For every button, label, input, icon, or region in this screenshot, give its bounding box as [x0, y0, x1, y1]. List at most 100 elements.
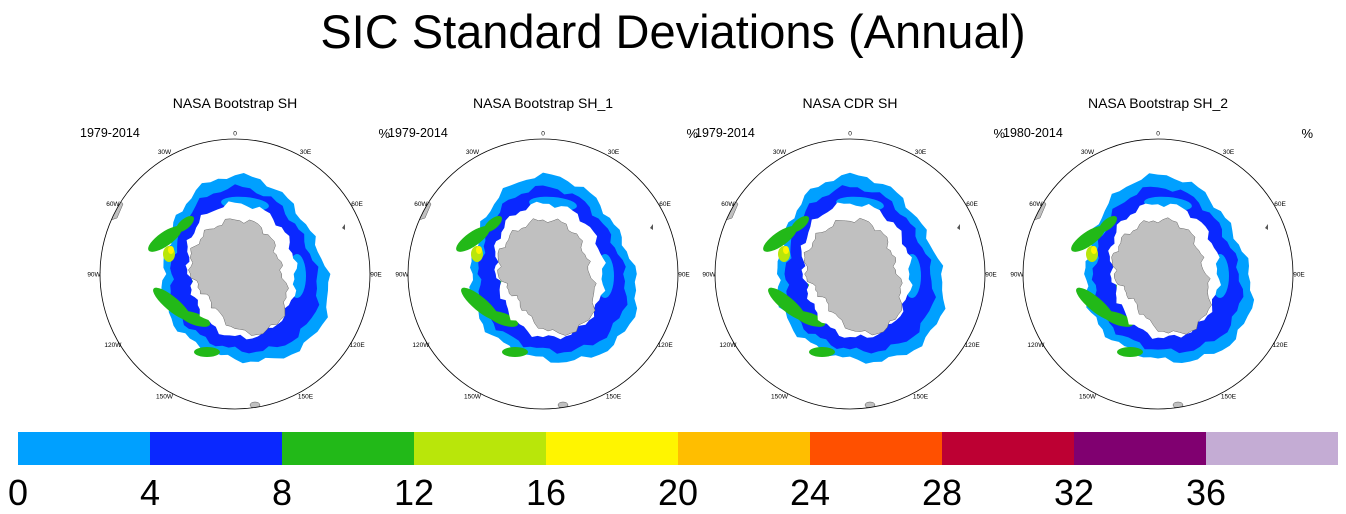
sic-band-8-12 — [1102, 311, 1134, 327]
sic-band-16-20 — [168, 246, 174, 254]
colorbar-swatch-3 — [414, 432, 547, 465]
colorbar-tick-label: 8 — [271, 472, 293, 513]
south-america-land — [100, 193, 124, 223]
island-land — [650, 224, 653, 230]
longitude-label: 30E — [300, 149, 312, 156]
colorbar-swatch-0 — [18, 432, 151, 465]
longitude-label: 150W — [156, 393, 174, 400]
antarctica-land — [188, 218, 289, 336]
longitude-label: 60E — [966, 201, 978, 208]
sic-band-8-12 — [1117, 347, 1143, 357]
longitude-label: 120E — [658, 342, 674, 349]
colorbar-swatch-1 — [150, 432, 283, 465]
figure-title: SIC Standard Deviations (Annual) — [320, 5, 1026, 58]
island-land — [1265, 224, 1268, 230]
longitude-label: 60E — [1274, 201, 1286, 208]
colorbar-tick-label: 20 — [657, 472, 699, 513]
longitude-label: 30W — [466, 149, 480, 156]
map-boundary — [1022, 138, 1294, 410]
polar-map: 030E60E90E120E150E180150W120W90W60W30W — [87, 130, 382, 410]
colorbar-tick-label: 28 — [921, 472, 963, 513]
panel-unit: % — [686, 126, 698, 141]
island-land — [342, 224, 345, 230]
colorbar-swatch-8 — [1074, 432, 1207, 465]
longitude-label: 30W — [158, 149, 172, 156]
colorbar-tick-label: 36 — [1185, 472, 1227, 513]
map-boundary — [99, 138, 371, 410]
colorbar-svg — [18, 432, 1339, 465]
sic-band-8-12 — [794, 311, 826, 327]
antarctica-land — [497, 218, 597, 336]
longitude-label: 90W — [702, 271, 716, 278]
longitude-label: 150E — [913, 393, 929, 400]
colorbar — [18, 432, 1339, 465]
longitude-label: 0 — [233, 130, 237, 137]
longitude-label: 120W — [719, 342, 737, 349]
panel-period: 1979-2014 — [695, 126, 755, 140]
panel-title: NASA Bootstrap SH — [172, 95, 298, 111]
colorbar-swatch-5 — [678, 432, 811, 465]
longitude-label: 0 — [541, 130, 545, 137]
panel-unit: % — [993, 126, 1005, 141]
colorbar-tick-label: 24 — [789, 472, 831, 513]
sic-band-8-12 — [456, 226, 490, 252]
sic-band-8-12 — [175, 215, 195, 233]
sic-band-16-20 — [783, 246, 789, 254]
longitude-label: 30E — [1223, 149, 1235, 156]
sic-band-8-12 — [790, 215, 810, 233]
longitude-label: 150E — [1221, 393, 1237, 400]
map-panel-4: NASA Bootstrap SH_2 1980-2014% 0 30E 60E 90E 1… — [1003, 95, 1313, 410]
longitude-label: 150E — [606, 393, 622, 400]
longitude-label: 60E — [351, 201, 363, 208]
map-boundary — [714, 138, 986, 410]
panel-unit: % — [1301, 126, 1313, 141]
sic-band-8-12 — [487, 311, 519, 327]
panel-period: 1979-2014 — [388, 126, 448, 140]
south-america-land — [408, 193, 432, 223]
longitude-label: 60W — [414, 201, 428, 208]
map-boundary — [407, 138, 679, 410]
longitude-label: 60E — [659, 201, 671, 208]
longitude-label: 60W — [1029, 201, 1043, 208]
longitude-label: 90W — [395, 271, 409, 278]
map-panel-3: NASA CDR SH 1979-2014% 0 30E 60E 90E 120E 150E 1… — [695, 95, 1005, 410]
longitude-label: 60W — [106, 201, 120, 208]
south-america-land — [1023, 193, 1047, 223]
longitude-label: 90W — [87, 271, 101, 278]
longitude-label: 30E — [915, 149, 927, 156]
longitude-label: 150E — [298, 393, 314, 400]
map-panel-1: NASA Bootstrap SH 1979-2014% 0 30E 60E 90E 120… — [80, 95, 390, 410]
panel-period: 1979-2014 — [80, 126, 140, 140]
panel-title: NASA Bootstrap SH_2 — [1087, 95, 1229, 111]
sic-band-8-12 — [1098, 215, 1118, 233]
longitude-label: 150W — [771, 393, 789, 400]
sic-band-16-20 — [476, 246, 482, 254]
colorbar-tick-label: 4 — [139, 472, 161, 513]
longitude-label: 90E — [370, 271, 382, 278]
sic-band-8-12 — [179, 311, 211, 327]
longitude-label: 120W — [412, 342, 430, 349]
colorbar-swatch-4 — [546, 432, 679, 465]
colorbar-swatch-6 — [810, 432, 943, 465]
sic-band-8-12 — [809, 347, 835, 357]
colorbar-tick-label: 0 — [7, 472, 29, 513]
sic-band-8-12 — [194, 347, 220, 357]
panel-title: NASA Bootstrap SH_1 — [472, 95, 614, 111]
polar-map: 030E60E90E120E150E180150W120W90W60W30W — [1010, 130, 1305, 410]
colorbar-swatch-2 — [282, 432, 415, 465]
longitude-label: 30W — [1081, 149, 1095, 156]
longitude-label: 30E — [608, 149, 620, 156]
longitude-label: 120E — [350, 342, 366, 349]
longitude-label: 30W — [773, 149, 787, 156]
polar-map: 030E60E90E120E150E180150W120W90W60W30W — [395, 130, 690, 410]
polar-map: 030E60E90E120E150E180150W120W90W60W30W — [702, 130, 997, 410]
longitude-label: 120W — [1027, 342, 1045, 349]
colorbar-tick-label: 16 — [525, 472, 567, 513]
longitude-label: 150W — [464, 393, 482, 400]
longitude-label: 0 — [848, 130, 852, 137]
island-land — [957, 224, 960, 230]
antarctica-land — [803, 217, 903, 336]
longitude-label: 90E — [985, 271, 997, 278]
sic-band-8-12 — [763, 226, 797, 252]
colorbar-tick-label: 12 — [393, 472, 435, 513]
